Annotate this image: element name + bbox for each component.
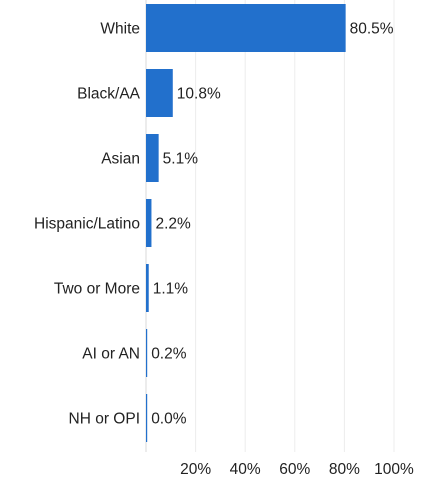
x-tick-label: 20%	[180, 461, 211, 478]
value-label: 80.5%	[350, 21, 394, 38]
value-label: 0.0%	[151, 411, 187, 428]
x-tick-label: 60%	[279, 461, 310, 478]
bar-hispanic-latino	[146, 199, 152, 247]
value-label: 2.2%	[155, 216, 191, 233]
bar-two-or-more	[146, 264, 149, 312]
bar-black-aa	[146, 69, 173, 117]
category-label: Two or More	[54, 281, 140, 298]
bar-asian	[146, 134, 159, 182]
bar-white	[146, 4, 346, 52]
category-label: AI or AN	[82, 346, 140, 363]
x-tick-label: 100%	[374, 461, 414, 478]
value-label: 5.1%	[163, 151, 199, 168]
category-label: Hispanic/Latino	[34, 216, 140, 233]
grid-lines	[195, 0, 395, 452]
value-label: 10.8%	[177, 86, 221, 103]
bars	[146, 4, 346, 442]
x-tick-label: 40%	[230, 461, 261, 478]
labels: White 80.5% Black/AA 10.8% Asian 5.1% Hispanic…	[34, 21, 394, 428]
category-label: NH or OPI	[69, 411, 140, 428]
category-label: Black/AA	[77, 86, 141, 103]
value-label: 1.1%	[153, 281, 189, 298]
category-label: Asian	[101, 151, 140, 168]
category-label: White	[100, 21, 140, 38]
bar-ai-or-an	[146, 329, 148, 377]
x-axis-ticks: 20% 40% 60% 80% 100%	[180, 461, 414, 478]
bar-nh-or-opi	[146, 394, 148, 442]
value-label: 0.2%	[151, 346, 187, 363]
x-tick-label: 80%	[329, 461, 360, 478]
